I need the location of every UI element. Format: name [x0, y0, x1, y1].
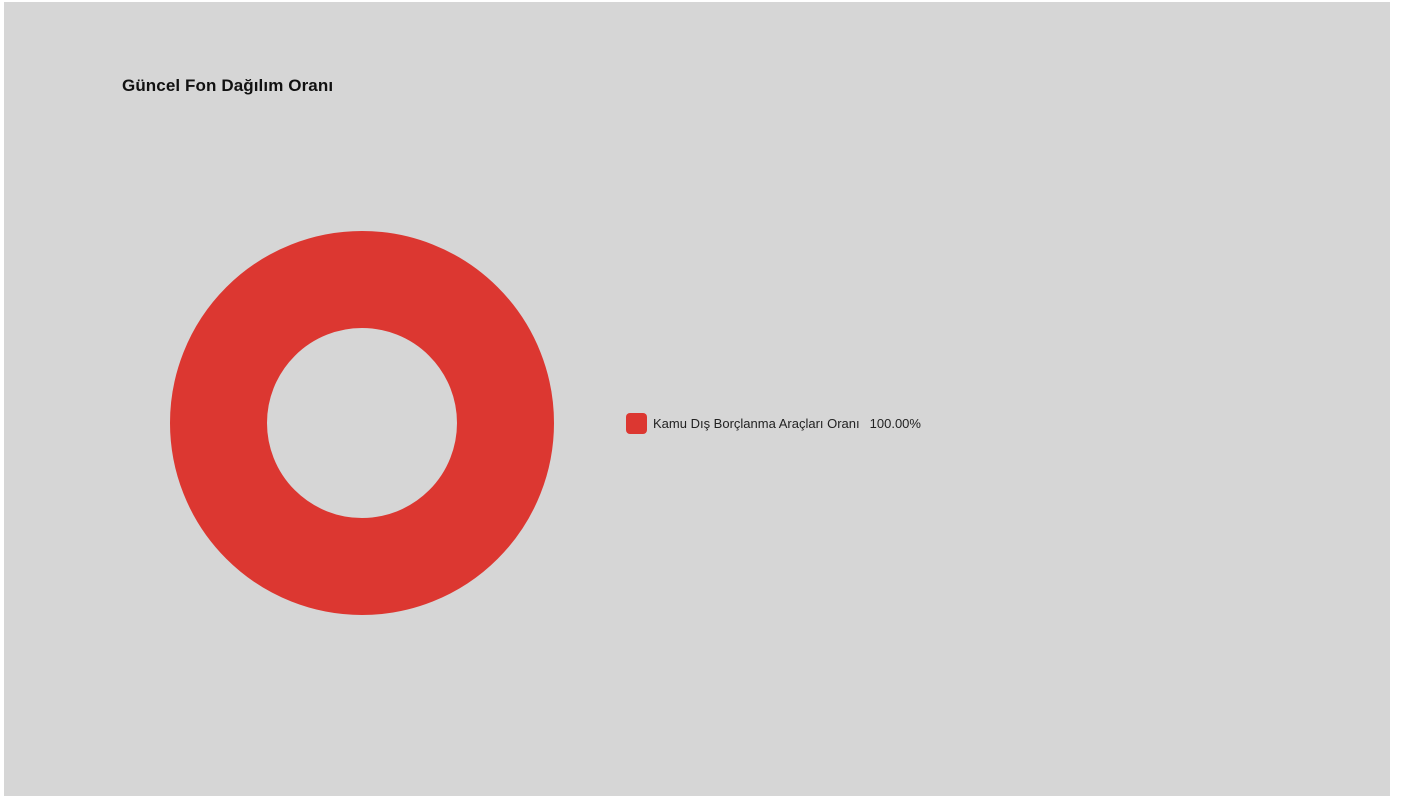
chart-legend: Kamu Dış Borçlanma Araçları Oranı 100.00% — [626, 413, 921, 434]
donut-slice — [170, 231, 554, 615]
chart-title: Güncel Fon Dağılım Oranı — [122, 76, 334, 95]
legend-value: 100.00% — [869, 416, 921, 431]
donut-chart — [170, 231, 554, 615]
chart-panel: Güncel Fon Dağılım Oranı Kamu Dış Borçla… — [4, 2, 1390, 796]
legend-swatch — [626, 413, 647, 434]
legend-label: Kamu Dış Borçlanma Araçları Oranı — [653, 416, 860, 431]
